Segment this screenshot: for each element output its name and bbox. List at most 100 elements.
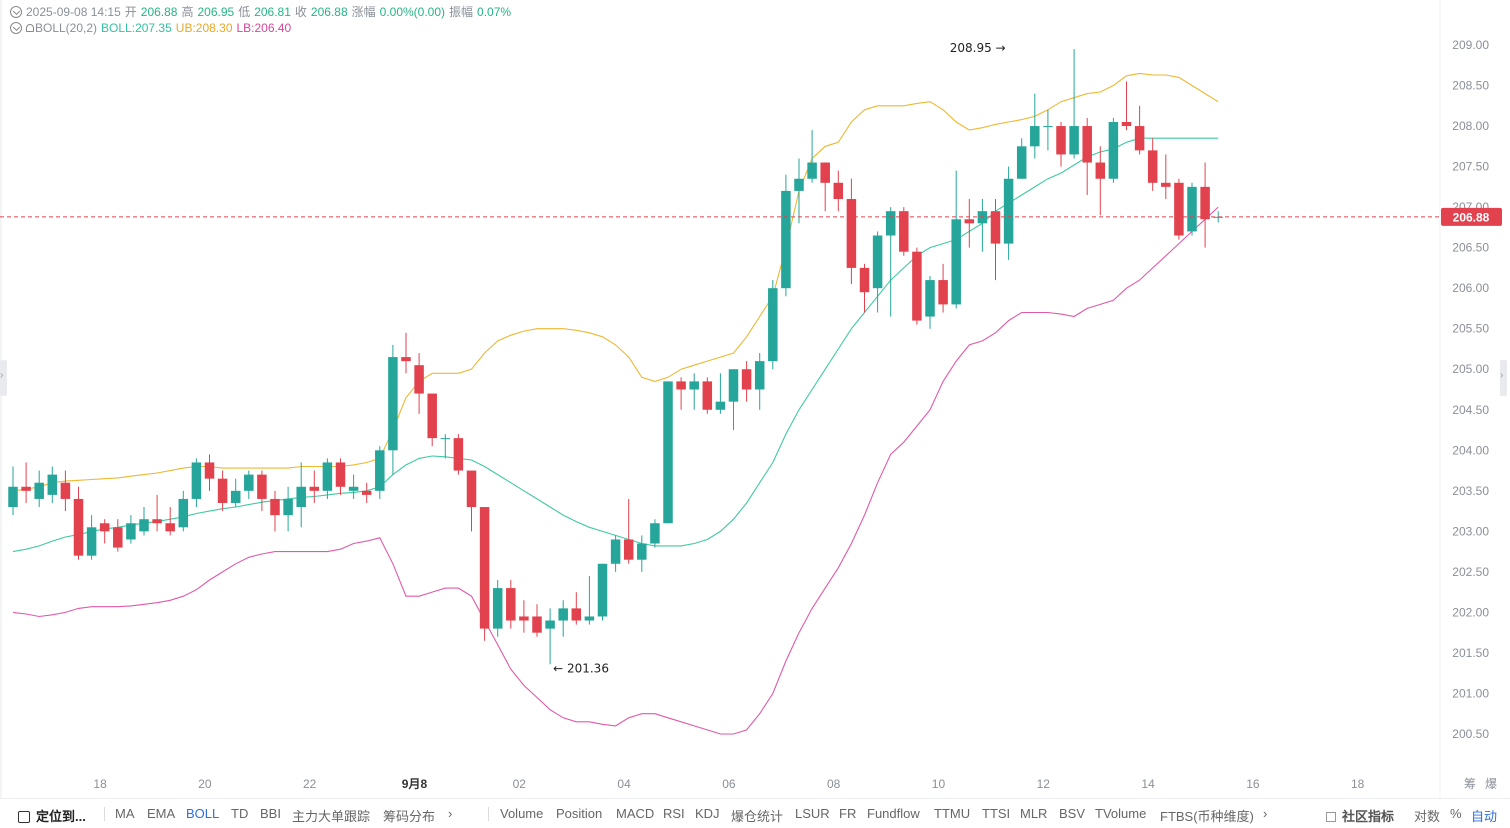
- chevron-right-icon[interactable]: ›: [1263, 806, 1268, 821]
- candle-down: [217, 478, 228, 503]
- candle-up: [728, 369, 739, 402]
- candle-down: [479, 507, 490, 629]
- indicator-rsi[interactable]: RSI: [663, 806, 685, 821]
- candle-down: [257, 474, 267, 499]
- divider: [488, 807, 489, 821]
- indicator-bbi[interactable]: BBI: [260, 806, 281, 821]
- amplitude-value: 0.07%: [477, 4, 512, 19]
- candle-down: [938, 280, 948, 305]
- divider: [104, 807, 105, 821]
- x-tick-label: 14: [1141, 777, 1155, 791]
- log-scale-button[interactable]: 对数: [1414, 809, 1441, 824]
- candle-down: [361, 490, 372, 495]
- locate-button[interactable]: 定位到...: [18, 806, 86, 825]
- indicator-toolbar: 定位到... › › 社区指标 对数 % 自动 MA EMA BOLL TD BBI 主力…: [0, 798, 1510, 828]
- candle-down: [1174, 182, 1184, 236]
- indicator-item[interactable]: 主力大单跟踪: [292, 809, 371, 824]
- candle-up: [885, 211, 896, 236]
- indicator-volume[interactable]: Volume: [500, 806, 544, 821]
- candle-up: [637, 543, 647, 560]
- candle-up: [1187, 186, 1197, 232]
- x-tick-label: 16: [1246, 777, 1260, 791]
- close-label: 收: [294, 5, 307, 19]
- y-tick-label: 201.00: [1452, 686, 1489, 700]
- boll-name[interactable]: BOLL(20,2): [26, 21, 97, 35]
- locate-label: 定位到...: [36, 809, 86, 824]
- candle-up: [610, 539, 621, 564]
- candle-down: [1095, 162, 1106, 179]
- candle-up: [388, 357, 398, 451]
- last-price-tag: [1441, 207, 1502, 226]
- edit-icon: [1326, 812, 1336, 822]
- indicator-fr[interactable]: FR: [839, 806, 857, 821]
- indicator-td[interactable]: TD: [231, 806, 249, 821]
- left-collapse-handle[interactable]: [0, 360, 7, 396]
- high-label: 高: [181, 5, 194, 19]
- boll-lower-value: LB:206.40: [236, 21, 292, 35]
- candle-down: [414, 365, 424, 394]
- indicator-position[interactable]: Position: [556, 806, 603, 821]
- indicator-ttsi[interactable]: TTSI: [982, 806, 1011, 821]
- indicator-item[interactable]: 筹码分布: [383, 809, 436, 824]
- indicator-kdj[interactable]: KDJ: [695, 806, 720, 821]
- x-tick-label: 06: [722, 777, 736, 791]
- auto-scale-button[interactable]: 自动: [1471, 809, 1498, 824]
- percent-button[interactable]: %: [1450, 806, 1462, 821]
- candlestick-chart[interactable]: 209.00208.50208.00207.50207.00206.50206.…: [0, 0, 1510, 798]
- right-collapse-handle[interactable]: [1500, 360, 1507, 396]
- candle-up: [8, 486, 18, 508]
- close-value: 206.88: [310, 4, 348, 19]
- candle-down: [401, 357, 411, 362]
- chevron-right-icon[interactable]: ›: [448, 806, 453, 821]
- indicator-lsur[interactable]: LSUR: [795, 806, 830, 821]
- indicator-ttmu[interactable]: TTMU: [934, 806, 971, 821]
- y-tick-label: 200.50: [1452, 727, 1489, 741]
- indicator-ema[interactable]: EMA: [147, 806, 176, 821]
- candle-down: [820, 162, 830, 183]
- candle-up: [951, 219, 961, 305]
- collapse-icon[interactable]: [10, 22, 22, 34]
- candle-down: [73, 498, 84, 556]
- y-tick-label: 203.00: [1452, 524, 1489, 538]
- candle-down: [1200, 186, 1210, 220]
- candle-up: [191, 462, 202, 499]
- candle-down: [99, 523, 110, 532]
- candle-down: [335, 462, 346, 487]
- last-price-label: 206.88: [1453, 210, 1490, 224]
- indicator-bsv[interactable]: BSV: [1059, 806, 1086, 821]
- candle-down: [964, 219, 975, 224]
- candle-down: [60, 482, 71, 499]
- candle-up: [558, 608, 568, 621]
- indicator-macd[interactable]: MACD: [616, 806, 655, 821]
- candle-up: [86, 527, 97, 556]
- indicator-item[interactable]: 爆仓统计: [731, 809, 784, 824]
- indicator-mlr[interactable]: MLR: [1020, 806, 1048, 821]
- axis-toggle-label[interactable]: 筹: [1464, 777, 1476, 791]
- y-tick-label: 201.50: [1452, 646, 1489, 660]
- candle-down: [676, 381, 686, 390]
- change-value: 0.00%(0.00): [379, 4, 446, 19]
- candle-down: [270, 498, 280, 516]
- boll-mid-value: BOLL:207.35: [101, 21, 172, 35]
- indicator-tvolume[interactable]: TVolume: [1095, 806, 1147, 821]
- candle-up: [1003, 178, 1014, 244]
- x-tick-label: 02: [513, 777, 527, 791]
- indicator-ftbs[interactable]: FTBS(币种维度): [1160, 809, 1254, 824]
- community-indicators-button[interactable]: 社区指标: [1326, 806, 1394, 825]
- axis-toggle-label[interactable]: 爆: [1485, 777, 1497, 791]
- candle-up: [663, 381, 673, 524]
- indicator-ma[interactable]: MA: [115, 806, 135, 821]
- indicator-fundflow[interactable]: Fundflow: [867, 806, 920, 821]
- candle-down: [571, 608, 582, 621]
- candle-up: [440, 438, 451, 440]
- indicator-boll[interactable]: BOLL: [186, 806, 220, 821]
- candle-up: [715, 401, 726, 410]
- candle-down: [741, 369, 752, 390]
- candle-down: [990, 211, 1001, 244]
- candle-down: [506, 588, 516, 621]
- candle-up: [322, 462, 333, 491]
- collapse-icon[interactable]: [10, 5, 22, 18]
- y-tick-label: 206.00: [1452, 281, 1489, 295]
- boll-mid-line: [12, 137, 1219, 553]
- candle-up: [650, 523, 660, 544]
